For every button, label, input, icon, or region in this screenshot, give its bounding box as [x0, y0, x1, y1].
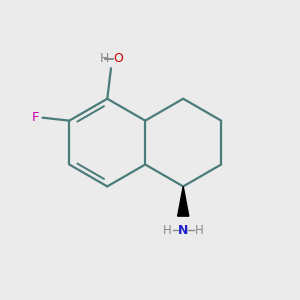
Polygon shape	[178, 186, 189, 216]
Text: H: H	[100, 52, 109, 65]
Text: O: O	[113, 52, 123, 65]
Text: H: H	[163, 224, 172, 237]
Text: F: F	[32, 111, 40, 124]
Text: H: H	[194, 224, 203, 237]
Text: N: N	[178, 224, 188, 237]
